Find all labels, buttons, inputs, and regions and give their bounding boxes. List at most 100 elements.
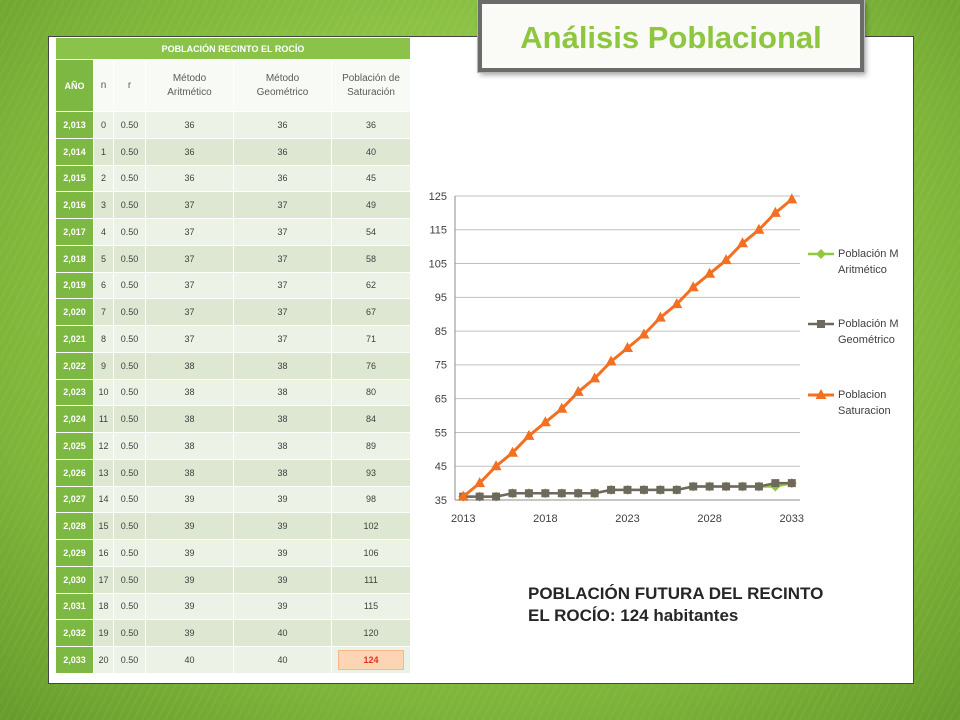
cell-aritmetico: 37: [146, 192, 234, 219]
cell-aritmetico: 40: [146, 647, 234, 674]
cell-n: 15: [94, 513, 114, 540]
cell-ano: 2,019: [56, 272, 94, 300]
table-caption: POBLACIÓN RECINTO EL ROCÍO: [56, 38, 410, 60]
table-body: 2,013 0 0.50 36 36 36 2,014 1 0.50 36 36 40 2,015 2 0.…: [56, 112, 410, 674]
y-tick-label: 95: [435, 292, 447, 304]
cell-saturacion: 54: [332, 219, 410, 246]
header-poblacion-saturacion: Población de Saturación: [332, 60, 410, 112]
point-poblacion-saturacion: [769, 206, 781, 217]
table-row: 2,033 20 0.50 40 40 124: [56, 647, 410, 674]
cell-geometrico: 38: [234, 433, 332, 460]
point-poblacion-saturacion: [507, 446, 518, 457]
point-poblacion-saturacion: [539, 416, 551, 427]
point-poblacion-saturacion: [457, 490, 469, 501]
cell-saturacion: 58: [332, 245, 410, 273]
cell-r: 0.50: [114, 513, 146, 540]
cell-n: 6: [94, 272, 114, 300]
point-poblacion-m-geometrico: [656, 485, 665, 494]
table-row: 2,031 18 0.50 39 39 115: [56, 593, 410, 621]
triangle-icon: [808, 389, 834, 399]
table-row: 2,030 17 0.50 39 39 111: [56, 566, 410, 594]
cell-saturacion: 111: [332, 566, 410, 594]
cell-r: 0.50: [114, 459, 146, 487]
cell-r: 0.50: [114, 138, 146, 166]
point-poblacion-m-geometrico: [623, 485, 632, 494]
cell-ano: 2,033: [56, 647, 94, 674]
cell-ano: 2,020: [56, 299, 94, 326]
table-row: 2,025 12 0.50 38 38 89: [56, 433, 410, 460]
table-row: 2,020 7 0.50 37 37 67: [56, 299, 410, 326]
cell-ano: 2,017: [56, 219, 94, 246]
cell-saturacion: 106: [332, 540, 410, 567]
cell-r: 0.50: [114, 593, 146, 621]
series-poblacion-m-geometrico: [459, 479, 796, 501]
point-poblacion-saturacion: [523, 429, 535, 440]
point-poblacion-m-geometrico: [475, 492, 484, 501]
legend-item-poblacion-m-aritmetico: Población M Aritmético: [808, 246, 914, 286]
cell-n: 9: [94, 352, 114, 380]
cell-aritmetico: 39: [146, 620, 234, 647]
cell-r: 0.50: [114, 352, 146, 380]
point-poblacion-saturacion: [589, 372, 601, 383]
y-tick-label: 55: [435, 427, 447, 439]
cell-ano: 2,025: [56, 433, 94, 460]
table-row: 2,027 14 0.50 39 39 98: [56, 486, 410, 514]
point-poblacion-saturacion: [556, 402, 568, 413]
y-tick-label: 115: [429, 225, 447, 237]
table-row: 2,022 9 0.50 38 38 76: [56, 352, 410, 380]
cell-n: 0: [94, 112, 114, 139]
point-poblacion-saturacion: [687, 281, 699, 292]
population-chart: 35 45 55 65 75 85 95 105 115 125 2013 2018 2023 2028 2…: [429, 191, 804, 525]
conclusion-line-2: EL ROCÍO: 124 habitantes: [528, 606, 739, 625]
cell-n: 20: [94, 647, 114, 674]
legend-label: Población M Geométrico: [838, 318, 899, 346]
point-poblacion-m-geometrico: [492, 492, 501, 501]
cell-geometrico: 37: [234, 192, 332, 219]
legend-marker: [815, 389, 827, 399]
header-metodo-aritmetico: Método Aritmético: [146, 60, 234, 112]
cell-r: 0.50: [114, 219, 146, 246]
point-poblacion-m-geometrico: [574, 489, 583, 498]
square-icon: [808, 320, 834, 328]
cell-geometrico: 37: [234, 272, 332, 300]
cell-aritmetico: 37: [146, 299, 234, 326]
cell-n: 5: [94, 245, 114, 273]
cell-aritmetico: 37: [146, 219, 234, 246]
conclusion-line-1: POBLACIÓN FUTURA DEL RECINTO: [528, 584, 824, 603]
point-poblacion-saturacion: [572, 385, 584, 396]
cell-ano: 2,014: [56, 138, 94, 166]
cell-geometrico: 40: [234, 647, 332, 674]
cell-aritmetico: 39: [146, 593, 234, 621]
table-row: 2,024 11 0.50 38 38 84: [56, 406, 410, 433]
cell-saturacion: 115: [332, 593, 410, 621]
header-n: n: [94, 60, 114, 112]
table-row: 2,013 0 0.50 36 36 36: [56, 112, 410, 139]
slide-title: Análisis Poblacional: [520, 20, 822, 55]
legend-label: Población M Aritmético: [838, 248, 899, 276]
cell-ano: 2,024: [56, 406, 94, 433]
point-poblacion-m-geometrico: [508, 489, 517, 498]
cell-saturacion: 67: [332, 299, 410, 326]
cell-n: 7: [94, 299, 114, 326]
table-row: 2,018 5 0.50 37 37 58: [56, 245, 410, 273]
header-r: r: [114, 60, 146, 112]
cell-geometrico: 37: [234, 245, 332, 273]
point-poblacion-m-geometrico: [722, 482, 731, 491]
cell-aritmetico: 37: [146, 272, 234, 300]
cell-ano: 2,013: [56, 112, 94, 139]
table-row: 2,014 1 0.50 36 36 40: [56, 138, 410, 166]
cell-n: 11: [94, 406, 114, 433]
table-row: 2,021 8 0.50 37 37 71: [56, 326, 410, 353]
cell-r: 0.50: [114, 299, 146, 326]
cell-ano: 2,016: [56, 192, 94, 219]
point-poblacion-m-geometrico: [754, 482, 763, 491]
cell-geometrico: 39: [234, 593, 332, 621]
y-tick-label: 85: [435, 326, 447, 338]
point-poblacion-saturacion: [654, 311, 666, 322]
cell-aritmetico: 39: [146, 566, 234, 594]
cell-n: 14: [94, 486, 114, 514]
cell-saturacion: 71: [332, 326, 410, 353]
cell-saturacion: 45: [332, 165, 410, 193]
point-poblacion-m-geometrico: [738, 482, 747, 491]
table-row: 2,028 15 0.50 39 39 102: [56, 513, 410, 540]
